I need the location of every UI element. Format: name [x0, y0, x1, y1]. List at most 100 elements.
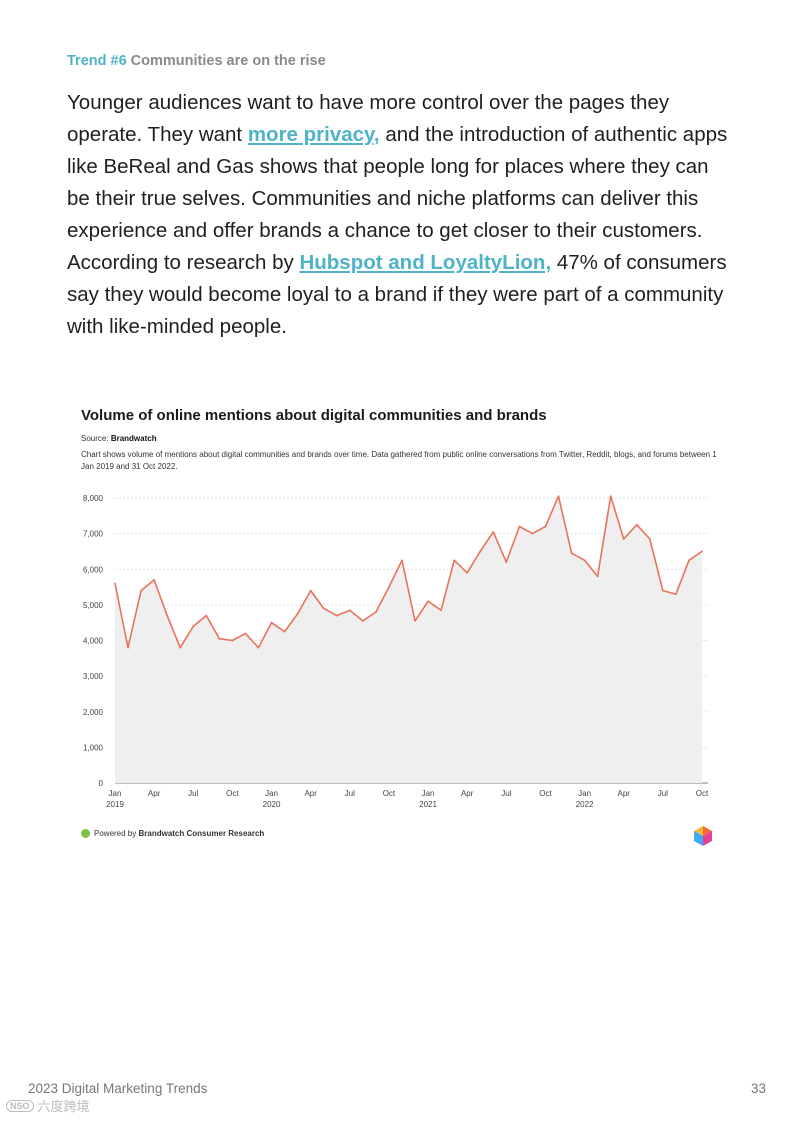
data-point: [518, 525, 521, 528]
powered-name: Brandwatch Consumer Research: [138, 829, 265, 838]
x-tick-year-label: 2019: [106, 800, 124, 809]
data-point: [701, 550, 703, 553]
data-point: [531, 532, 534, 535]
data-point: [544, 525, 547, 528]
trend-number: Trend #6: [67, 53, 127, 69]
chart-source: Source: Brandwatch: [81, 434, 157, 443]
data-point: [348, 609, 351, 612]
x-tick-year-label: 2022: [576, 800, 594, 809]
data-point: [309, 589, 312, 592]
x-tick-label: Apr: [461, 789, 474, 798]
y-tick-label: 6,000: [83, 565, 104, 574]
data-point: [440, 609, 443, 612]
data-point: [466, 571, 469, 574]
x-tick-label: Oct: [696, 789, 709, 798]
chart-source-label: Source:: [81, 434, 109, 443]
chart-area-fill: [115, 496, 702, 783]
data-point: [648, 538, 651, 540]
y-tick-label: 1,000: [83, 743, 104, 752]
data-point: [622, 538, 625, 540]
data-point: [244, 632, 247, 635]
more-privacy-link[interactable]: more privacy,: [247, 123, 380, 146]
chart-description: Chart shows volume of mentions about dig…: [81, 450, 717, 471]
data-point: [127, 646, 129, 649]
data-point: [361, 620, 364, 622]
data-point: [414, 620, 416, 622]
x-tick-label: Jul: [501, 789, 511, 798]
data-point: [688, 559, 690, 562]
data-point: [583, 559, 586, 562]
x-tick-label: Apr: [304, 789, 317, 798]
data-point: [609, 495, 612, 498]
y-tick-label: 7,000: [83, 530, 104, 539]
powered-prefix: Powered by: [94, 829, 137, 838]
data-point: [505, 561, 508, 564]
data-point: [218, 637, 221, 640]
data-point: [388, 586, 390, 588]
data-point: [570, 552, 573, 555]
data-point: [635, 523, 638, 526]
paragraph-text-1: Younger audiences want to have more cont…: [67, 91, 670, 146]
x-tick-label: Oct: [383, 789, 396, 798]
brandwatch-dot-icon: [81, 829, 90, 838]
data-point: [557, 495, 560, 498]
body-paragraph: Younger audiences want to have more cont…: [67, 87, 737, 343]
data-point: [596, 575, 599, 578]
data-point: [322, 607, 325, 610]
data-point: [231, 639, 234, 642]
data-point: [270, 621, 273, 624]
paragraph-text-2: and the introduction of authentic apps l…: [67, 123, 728, 274]
x-tick-label: Apr: [148, 789, 161, 798]
y-tick-label: 4,000: [83, 637, 104, 646]
x-tick-year-label: 2021: [419, 800, 437, 809]
section-heading: Trend #6 Communities are on the rise: [67, 53, 326, 69]
x-tick-label: Jul: [345, 789, 355, 798]
x-tick-label: Oct: [539, 789, 552, 798]
y-tick-label: 3,000: [83, 672, 104, 681]
data-point: [205, 614, 208, 617]
y-tick-label: 8,000: [83, 494, 104, 503]
data-point: [401, 559, 403, 562]
x-tick-label: Oct: [226, 789, 239, 798]
trend-title: Communities are on the rise: [130, 53, 326, 69]
data-point: [661, 589, 664, 592]
data-point: [153, 579, 156, 581]
data-point: [675, 593, 677, 596]
data-point: [192, 625, 195, 628]
data-point: [257, 646, 260, 649]
watermark-logo-icon: NSO: [6, 1099, 34, 1112]
data-point: [140, 589, 142, 592]
hubspot-loyaltylion-link[interactable]: Hubspot and LoyaltyLion,: [299, 251, 552, 274]
data-point: [335, 614, 338, 617]
watermark-text: 六度跨境: [37, 1099, 90, 1114]
paragraph-text-3: 47% of consumers say they would become l…: [67, 251, 727, 338]
x-tick-label: Jul: [658, 789, 668, 798]
data-point: [492, 530, 495, 533]
data-point: [166, 614, 169, 617]
x-tick-label: Jan: [422, 789, 435, 798]
footer-title: 2023 Digital Marketing Trends: [28, 1081, 208, 1096]
powered-by: Powered by Brandwatch Consumer Research: [81, 829, 264, 838]
data-point: [296, 612, 299, 615]
y-tick-label: 5,000: [83, 601, 104, 610]
chart-title: Volume of online mentions about digital …: [81, 407, 547, 424]
data-point: [179, 646, 182, 649]
data-point: [453, 559, 456, 562]
x-tick-label: Jan: [265, 789, 278, 798]
data-point: [479, 550, 482, 553]
chart-series-line: [114, 495, 703, 649]
data-point: [427, 600, 429, 603]
x-tick-year-label: 2020: [263, 800, 281, 809]
watermark: NSO 六度跨境: [6, 1096, 90, 1115]
data-point: [374, 611, 377, 613]
data-point: [114, 582, 116, 585]
page-number: 33: [750, 1081, 766, 1096]
data-point: [283, 630, 286, 633]
chart-source-name: Brandwatch: [110, 434, 157, 443]
y-tick-label: 0: [99, 779, 104, 788]
line-chart: 0 1,000 2,000 3,000 4,000 5,000 6,000 7,000 8,00…: [83, 494, 709, 809]
x-tick-label: Apr: [618, 789, 631, 798]
y-tick-label: 2,000: [83, 708, 104, 717]
x-tick-label: Jan: [109, 789, 122, 798]
brandwatch-logo-icon: [694, 826, 712, 846]
